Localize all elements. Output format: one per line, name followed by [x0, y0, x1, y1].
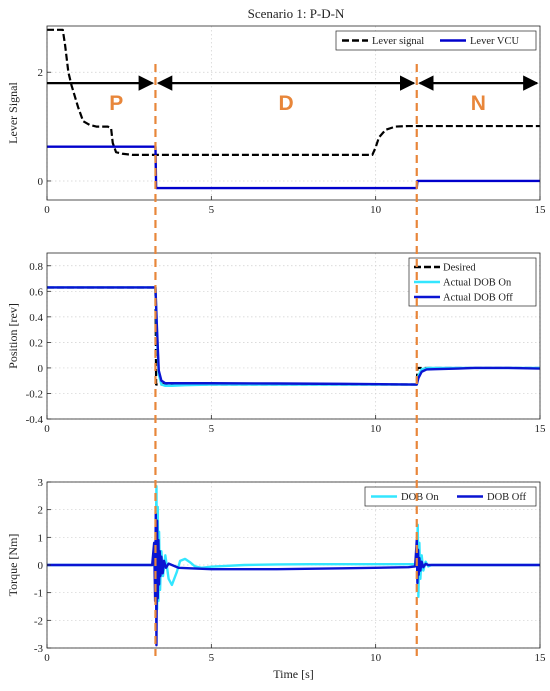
torque-ytick-label: -3 [34, 643, 44, 655]
lever-plot-area [47, 26, 540, 200]
lever-xtick-label: 0 [44, 204, 50, 216]
lever-ytick-label: 2 [38, 67, 44, 79]
phase-label-N: N [471, 92, 486, 115]
position-ytick-label: 0.8 [29, 261, 43, 273]
torque-x-axis-label: Time [s] [273, 667, 314, 681]
position-series-2-line [47, 286, 541, 386]
lever-xtick-label: 5 [209, 204, 215, 216]
position-ytick-label: -0.4 [26, 414, 44, 426]
phase-label-P: P [109, 92, 123, 115]
torque-ytick-label: -2 [34, 615, 43, 627]
position-axes-frame [46, 252, 541, 420]
position-xtick-label: 0 [44, 423, 50, 435]
lever-series-0-line [47, 28, 540, 156]
torque-xtick-label: 5 [209, 652, 215, 664]
position-legend-label-0: Desired [443, 263, 476, 274]
torque-legend: DOB On DOB Off [364, 486, 537, 507]
torque-legend-box [364, 486, 537, 507]
phase-label-D: D [279, 92, 294, 115]
torque-xtick-label: 15 [535, 652, 547, 664]
figure-title: Scenario 1: P-D-N [248, 6, 345, 21]
torque-legend-label-1: DOB Off [487, 492, 527, 503]
position-xtick-label: 5 [209, 423, 215, 435]
torque-xtick-label: 0 [44, 652, 50, 664]
position-ytick-label: 0.6 [29, 286, 43, 298]
torque-ytick-label: 0 [38, 560, 44, 572]
position-ytick-label: 0 [38, 363, 44, 375]
torque-ytick-label: 1 [38, 532, 44, 544]
position-xtick-label: 15 [535, 423, 547, 435]
lever-legend-label-1: Lever VCU [470, 36, 520, 47]
position-y-axis-label: Position [rev] [6, 303, 20, 369]
position-legend-label-1: Actual DOB On [443, 278, 512, 289]
torque-ytick-label: -1 [34, 588, 43, 600]
lever-ytick-label: 0 [38, 176, 44, 188]
torque-series-1-line [47, 512, 540, 647]
lever-legend-label-0: Lever signal [372, 36, 424, 47]
lever-legend-box [335, 30, 537, 51]
lever-y-axis-label: Lever Signal [6, 82, 20, 144]
torque-ytick-label: 2 [38, 505, 44, 517]
lever-chart: 0 5 10 15 0 2 Lever Signal [6, 25, 547, 216]
lever-xtick-label: 15 [535, 204, 547, 216]
lever-series-1-line [47, 145, 540, 190]
torque-ytick-label: 3 [38, 477, 44, 489]
position-xtick-label: 10 [370, 423, 382, 435]
lever-axes-frame [46, 25, 541, 201]
lever-xtick-label: 10 [370, 204, 382, 216]
position-ytick-label: -0.2 [26, 388, 43, 400]
torque-xtick-label: 10 [370, 652, 382, 664]
lever-legend: Lever signal Lever VCU [335, 30, 537, 51]
position-ytick-label: 0.4 [29, 312, 43, 324]
position-ytick-label: 0.2 [29, 337, 43, 349]
position-legend: Desired Actual DOB On Actual DOB Off [408, 257, 537, 307]
torque-legend-label-0: DOB On [401, 492, 439, 503]
position-legend-label-2: Actual DOB Off [443, 293, 513, 304]
torque-y-axis-label: Torque [Nm] [6, 534, 20, 597]
torque-chart: 0 5 10 15 -3 -2 -1 0 1 2 3 Torque [Nm] Time [s] [6, 477, 546, 681]
